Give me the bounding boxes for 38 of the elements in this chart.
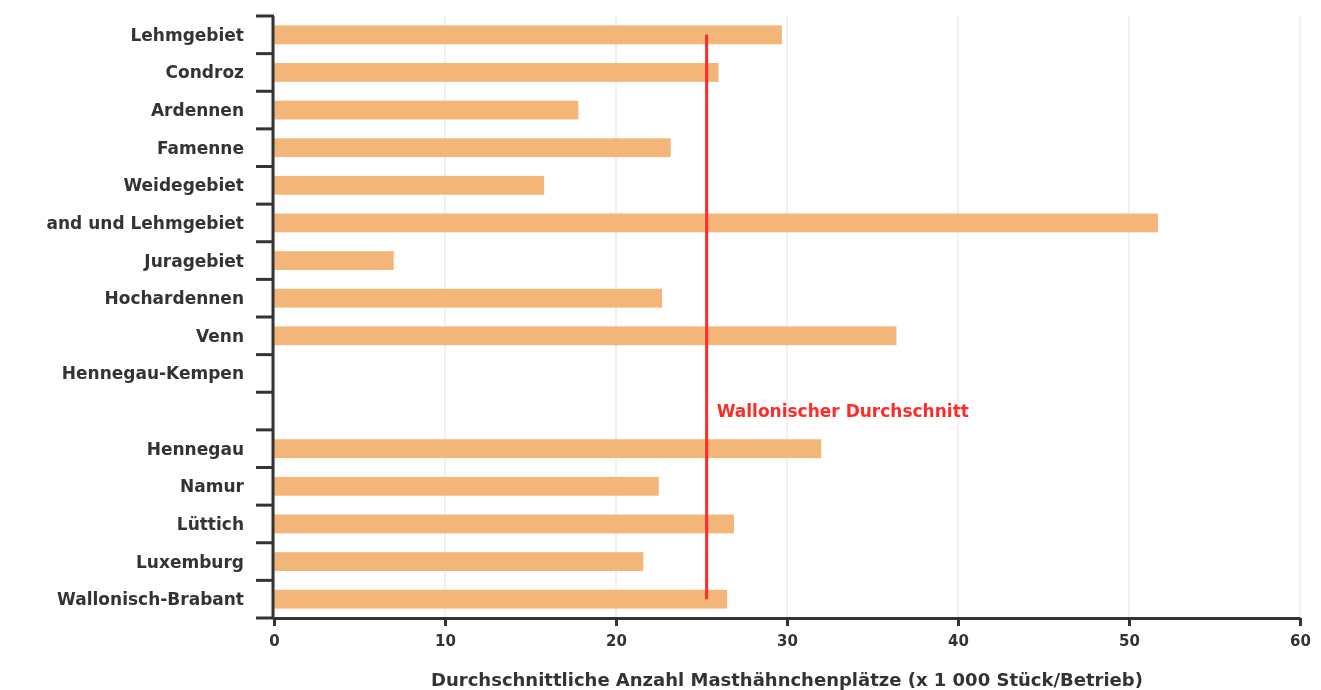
y-tick-label: Hennegau-Kempen <box>61 363 244 384</box>
y-tick-label: and und Lehmgebiet <box>46 212 244 233</box>
x-tick-label: 40 <box>948 631 969 650</box>
y-tick-label: Hennegau <box>146 438 244 459</box>
bar <box>274 175 545 195</box>
x-tick-label: 60 <box>1290 631 1311 650</box>
y-tick-label: Condroz <box>165 62 245 83</box>
y-tick-label: Namur <box>180 476 245 497</box>
x-tick-label: 20 <box>606 631 627 650</box>
bar <box>274 589 728 609</box>
bar <box>274 476 659 496</box>
y-tick-label: Hochardennen <box>104 288 244 309</box>
bar <box>274 63 719 82</box>
bar <box>274 138 671 158</box>
bar <box>274 439 822 459</box>
bar <box>274 288 663 308</box>
x-tick-label: 50 <box>1119 631 1140 650</box>
y-tick-label: Wallonisch-Brabant <box>57 589 244 610</box>
y-tick-label: Lehmgebiet <box>130 24 244 45</box>
x-tick-label: 30 <box>777 631 798 650</box>
y-tick-label: Venn <box>196 325 244 346</box>
bar <box>274 25 782 45</box>
bar <box>274 326 897 346</box>
bar <box>274 251 394 270</box>
x-axis-title: Durchschnittliche Anzahl Masthähnchenplätze (x 1 000 Stück/Betrieb) <box>431 669 1143 690</box>
y-tick-label: Weidegebiet <box>123 175 244 196</box>
y-tick-label: Ardennen <box>150 100 244 121</box>
bar <box>274 552 644 571</box>
bar <box>274 213 1159 233</box>
x-tick-label: 10 <box>435 631 456 650</box>
y-tick-label: Famenne <box>156 137 244 158</box>
y-tick-label: Juragebiet <box>143 250 244 271</box>
y-tick-label: Lüttich <box>176 513 244 534</box>
x-tick-label: 0 <box>269 631 280 650</box>
bar <box>274 514 734 534</box>
bar <box>274 100 579 120</box>
ref-line-label: Wallonischer Durchschnitt <box>716 401 969 422</box>
y-tick-label: Luxemburg <box>136 551 244 572</box>
